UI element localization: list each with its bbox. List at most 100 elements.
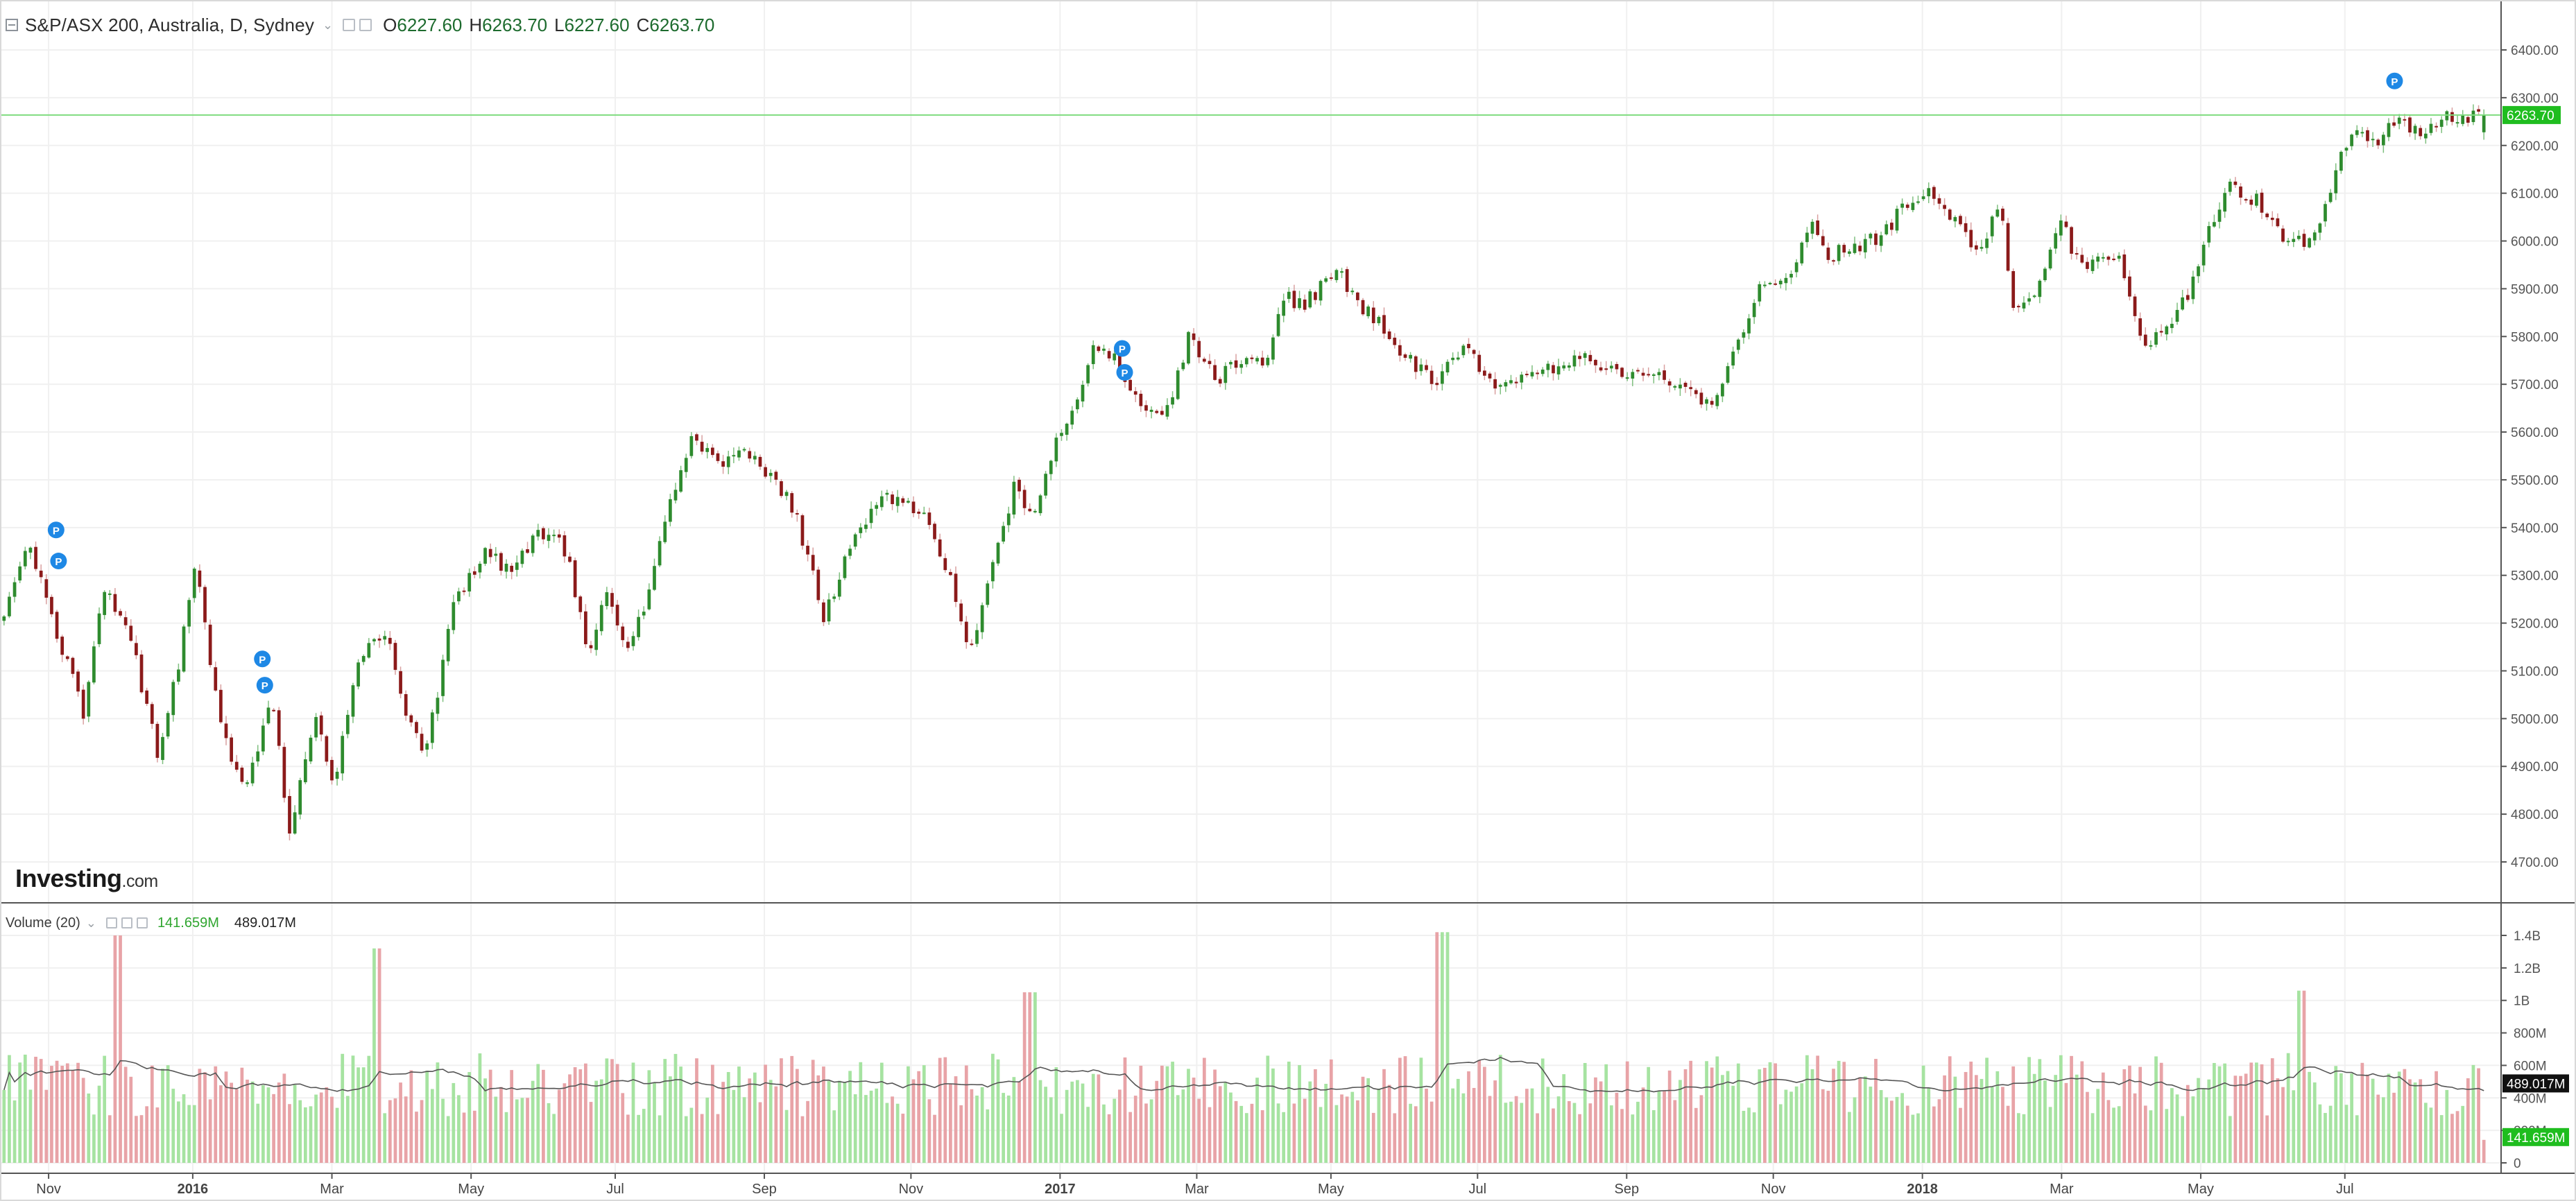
price-tick-label: 5300.00	[2511, 569, 2559, 584]
event-marker-icon[interactable]	[47, 521, 65, 539]
candle-body	[907, 501, 910, 503]
hide-icon[interactable]	[121, 917, 132, 928]
settings-icon[interactable]	[343, 19, 356, 31]
candle-body	[341, 736, 345, 774]
candle-body	[1202, 358, 1206, 362]
candle-body	[2213, 222, 2216, 227]
candle-body	[1350, 291, 1355, 293]
volume-bar	[2482, 1139, 2486, 1163]
volume-bar	[2201, 1088, 2206, 1163]
candle-body	[732, 455, 736, 457]
candle-body	[2302, 234, 2306, 248]
event-marker-icon[interactable]	[256, 677, 273, 694]
candle-body	[1683, 382, 1688, 387]
volume-bar	[1731, 1085, 1735, 1163]
volume-bar	[1821, 1089, 1825, 1163]
candle-body	[1747, 318, 1751, 334]
event-marker-icon[interactable]	[1113, 340, 1131, 357]
price-tick-label: 6100.00	[2511, 187, 2559, 202]
open-value: 6227.60	[397, 14, 463, 35]
volume-bar	[2302, 990, 2306, 1163]
candle-body	[615, 605, 619, 625]
candle-body	[1165, 405, 1169, 417]
candle-body	[1853, 243, 1857, 253]
hide-icon[interactable]	[359, 19, 372, 31]
volume-bar	[1371, 1112, 1375, 1163]
volume-bar	[1916, 1113, 1920, 1163]
chevron-down-icon[interactable]: ⌄	[323, 17, 334, 32]
volume-bar	[954, 1076, 958, 1163]
volume-bar	[1070, 1081, 1074, 1163]
event-marker-icon[interactable]	[1116, 363, 1133, 381]
candle-body	[2059, 220, 2063, 236]
chevron-down-icon[interactable]: ⌄	[85, 915, 96, 930]
volume-bar	[1763, 1067, 1767, 1163]
volume-bar	[2175, 1094, 2179, 1163]
volume-bar	[700, 1114, 704, 1163]
volume-bar	[1445, 932, 1450, 1163]
candle-body	[282, 747, 286, 798]
volume-title[interactable]: Volume (20)	[6, 915, 80, 931]
candle-body	[1789, 273, 1793, 278]
volume-bar	[1488, 1096, 1492, 1163]
volume-bar	[282, 1073, 286, 1163]
collapse-icon[interactable]	[6, 19, 18, 31]
volume-bar	[732, 1089, 736, 1163]
candle-body	[2408, 117, 2412, 133]
volume-bar	[1905, 1105, 1909, 1163]
volume-bar	[552, 1114, 556, 1163]
volume-bar	[1435, 932, 1439, 1163]
volume-bar	[1361, 1076, 1365, 1163]
candle-body	[938, 539, 942, 557]
event-marker-label: P	[1119, 344, 1126, 356]
candle-body	[1625, 377, 1629, 379]
volume-ma-tag-label: 489.017M	[2507, 1077, 2566, 1091]
symbol-title[interactable]: S&P/ASX 200, Australia, D, Sydney	[25, 14, 315, 35]
candle-body	[1234, 360, 1238, 368]
volume-bar	[2334, 1066, 2338, 1163]
volume-bar	[2324, 1113, 2327, 1163]
candle-body	[568, 556, 572, 562]
event-marker-icon[interactable]	[50, 553, 67, 570]
volume-bar	[2435, 1071, 2438, 1163]
candle-body	[2312, 232, 2317, 241]
volume-bar	[975, 1096, 979, 1163]
candle-body	[594, 630, 598, 650]
candle-body	[314, 717, 318, 738]
volume-bar	[1858, 1077, 1862, 1163]
candle-body	[2461, 115, 2465, 124]
candle-body	[1371, 307, 1375, 324]
volume-bar	[885, 1103, 889, 1163]
volume-bar	[726, 1072, 730, 1163]
candle-body	[361, 656, 366, 662]
volume-bar	[631, 1062, 635, 1163]
volume-bar	[1890, 1100, 1894, 1163]
volume-bar	[341, 1053, 345, 1163]
volume-bar	[1260, 1110, 1264, 1163]
volume-bar	[1758, 1069, 1762, 1163]
volume-bar	[2096, 1089, 2100, 1163]
candle-body	[446, 628, 450, 662]
candle-body	[832, 596, 836, 599]
candle-body	[1504, 382, 1508, 387]
volume-bar	[1229, 1092, 1233, 1163]
volume-bar	[531, 1080, 535, 1163]
candle-body	[1467, 343, 1470, 349]
event-marker-icon[interactable]	[254, 650, 271, 668]
volume-bar	[1498, 1055, 1502, 1163]
main-legend: S&P/ASX 200, Australia, D, Sydney ⌄ O 622…	[6, 12, 714, 37]
volume-bar	[1181, 1089, 1185, 1163]
candle-body	[1255, 358, 1259, 362]
settings-icon[interactable]	[105, 917, 117, 928]
volume-bar	[599, 1079, 603, 1163]
event-marker-icon[interactable]	[2386, 72, 2403, 89]
volume-bar	[425, 1071, 429, 1163]
volume-bar	[2064, 1082, 2068, 1163]
volume-bar	[1667, 1070, 1672, 1163]
last-price-label: 6263.70	[2507, 109, 2554, 123]
candle-body	[689, 435, 694, 456]
volume-bar	[372, 948, 376, 1163]
volume-bar	[187, 1105, 191, 1163]
close-icon[interactable]	[136, 917, 148, 928]
